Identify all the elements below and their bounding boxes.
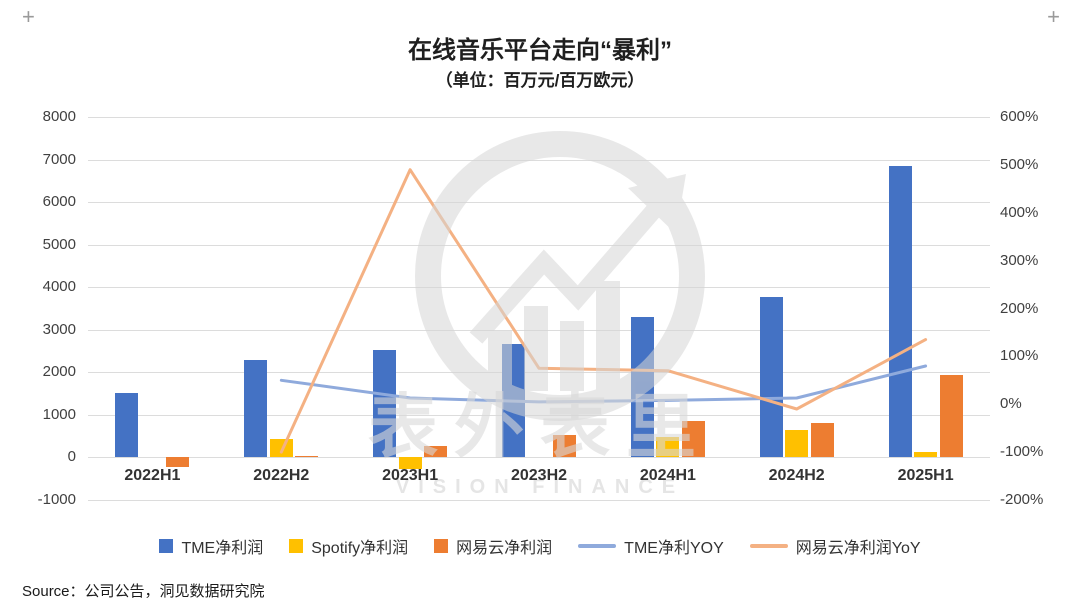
right-axis-tick-label: 0% <box>1000 395 1022 413</box>
legend-swatch-square <box>159 539 174 553</box>
grid-line <box>88 329 990 331</box>
x-category-label: 2023H2 <box>510 467 568 485</box>
bar <box>553 435 576 458</box>
bar <box>166 457 190 468</box>
grid-line <box>88 287 990 289</box>
chart-legend: TME净利润 Spotify净利润 网易云净利润 TME净利YOY 网易云净利润YoY <box>0 534 1080 558</box>
legend-item: TME净利润 <box>159 534 263 558</box>
watermark-trend-arrow <box>469 202 663 344</box>
bar <box>914 451 938 458</box>
legend-item: Spotify净利润 <box>289 534 408 558</box>
left-axis-tick-label: 0 <box>67 448 76 466</box>
x-category-label: 2022H1 <box>124 467 181 485</box>
bar <box>269 439 293 458</box>
bar <box>398 457 422 469</box>
grid-line <box>88 202 990 204</box>
legend-swatch-line <box>749 544 788 548</box>
left-axis-tick-label: 4000 <box>42 278 76 296</box>
x-category-label: 2024H1 <box>639 467 696 485</box>
right-axis-tick-label: -100% <box>1000 443 1044 461</box>
legend-item: 网易云净利润YoY <box>749 534 921 558</box>
bar <box>373 349 397 458</box>
watermark-bar <box>524 306 548 391</box>
chart-subtitle: （单位：百万元/百万欧元） <box>435 71 645 90</box>
legend-label: TME净利润 <box>181 540 264 557</box>
legend-item: 网易云净利润 <box>434 534 552 558</box>
legend-item: TME净利YOY <box>578 534 724 558</box>
left-axis-tick-label: 7000 <box>42 150 76 168</box>
bar <box>759 296 783 458</box>
x-category-label: 2025H1 <box>897 467 954 485</box>
legend-label: TME净利YOY <box>624 540 724 557</box>
bar <box>424 445 448 458</box>
grid-line <box>88 244 990 246</box>
x-category-label: 2022H2 <box>253 467 310 485</box>
bar <box>785 430 809 458</box>
bar <box>115 392 139 458</box>
legend-swatch-line <box>578 544 617 548</box>
right-axis-tick-label: -200% <box>1000 491 1044 508</box>
right-axis-tick-label: 600% <box>1000 108 1039 125</box>
watermark-bar <box>596 281 620 391</box>
grid-line <box>88 457 990 459</box>
corner-mark-top-right: + <box>1047 4 1060 29</box>
left-axis-tick-label: 2000 <box>42 363 76 381</box>
left-axis-tick-label: 6000 <box>42 193 76 211</box>
grid-line <box>88 159 990 161</box>
left-axis-tick-label: 5000 <box>42 235 76 253</box>
bar <box>244 360 268 458</box>
legend-swatch-square <box>434 539 449 553</box>
grid-line <box>88 372 990 374</box>
watermark-bar <box>560 321 584 391</box>
source-note: Source：公司公告，洞见数据研究院 <box>22 583 265 600</box>
legend-label: 网易云净利润 <box>456 540 553 557</box>
right-axis-tick-label: 100% <box>1000 347 1039 365</box>
grid-line <box>88 414 990 416</box>
bar <box>502 344 525 458</box>
grid-line <box>88 117 990 118</box>
legend-label: Spotify净利润 <box>311 540 409 557</box>
corner-mark-top-left: + <box>22 4 35 29</box>
x-category-label: 2024H2 <box>768 467 825 485</box>
bar <box>295 456 319 458</box>
right-axis-tick-label: 300% <box>1000 251 1039 269</box>
right-axis-tick-label: 200% <box>1000 299 1039 317</box>
grid-line <box>88 500 990 501</box>
watermark-arrowhead <box>628 174 686 234</box>
bar <box>888 165 912 458</box>
chart-title: 在线音乐平台走向“暴利” <box>408 37 672 64</box>
x-category-label: 2023H1 <box>382 467 439 485</box>
legend-label: 网易云净利润YoY <box>795 540 921 557</box>
left-axis-tick-label: 1000 <box>42 405 76 423</box>
bar <box>681 420 705 458</box>
bar <box>939 375 963 458</box>
left-axis-tick-label: -1000 <box>37 491 76 508</box>
left-axis-tick-label: 8000 <box>42 108 76 125</box>
right-axis-tick-label: 400% <box>1000 203 1039 221</box>
bar <box>656 437 680 458</box>
left-axis-tick-label: 3000 <box>42 320 76 338</box>
legend-swatch-square <box>289 539 304 553</box>
bar <box>630 317 654 458</box>
right-axis-tick-label: 500% <box>1000 155 1039 173</box>
watermark-logo <box>415 131 705 421</box>
bar <box>810 422 834 458</box>
